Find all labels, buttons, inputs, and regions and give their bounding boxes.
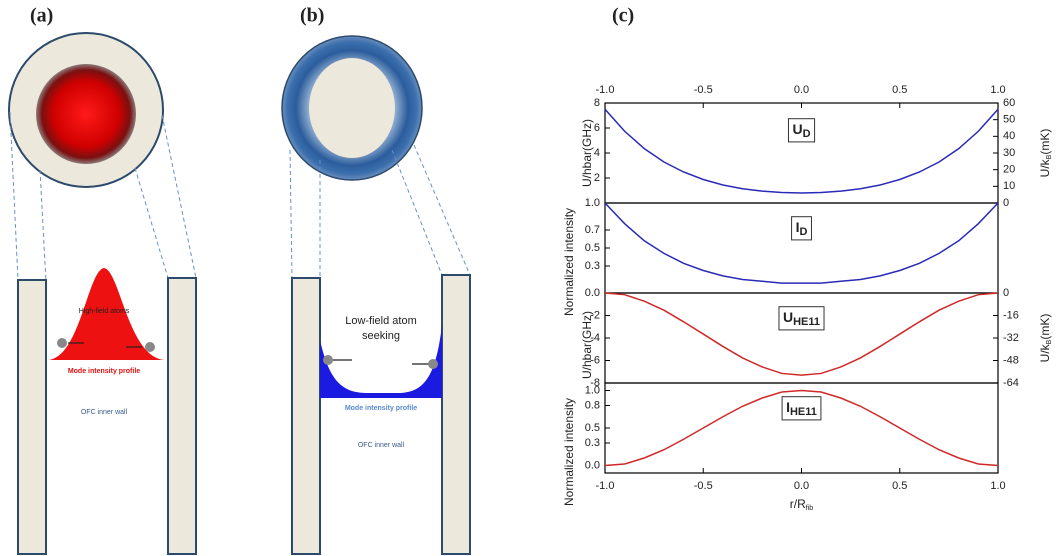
y-tick-label: 0.0 (585, 287, 600, 299)
annotation-main: I (786, 399, 790, 415)
annotation-main: U (792, 121, 802, 137)
y2-axis-label: U/kB(mK) (1038, 129, 1053, 178)
x-axis-label: r/Rfib (790, 497, 814, 512)
panel-label: (b) (300, 5, 324, 27)
x-tick-label: -1.0 (596, 480, 615, 492)
annotation-box (791, 216, 812, 241)
y-tick-label: -6 (590, 354, 600, 366)
y2-tick-label: 50 (1003, 114, 1015, 126)
y-tick-label: 0.0 (585, 459, 600, 471)
y-tick-label: 1.0 (585, 384, 600, 396)
x-tick-label: 0.0 (794, 480, 809, 492)
y2-tick-label: 0 (1003, 287, 1009, 299)
y-tick-label: 1.0 (585, 197, 600, 209)
y-axis-label: U/hbar(GHz) (580, 311, 594, 379)
y-tick-label: 0.3 (585, 260, 600, 272)
y-tick-label: 2 (594, 172, 600, 184)
annotation-sub: D (799, 226, 807, 238)
x-label-main: r/R (790, 497, 806, 511)
annotation-box (778, 306, 825, 331)
plot-frame (604, 102, 999, 204)
annotation: IHE11 (786, 399, 817, 418)
data-line (604, 389, 999, 467)
y2-tick-label: 10 (1003, 180, 1015, 192)
y2-tick-label: 40 (1003, 130, 1015, 142)
annotation-sub: D (803, 128, 811, 140)
y2-tick-label: 60 (1003, 97, 1015, 109)
y-tick-label: 0.7 (585, 224, 600, 236)
atoms-label: Low-field atom (345, 315, 417, 327)
y2-tick-label: -32 (1003, 332, 1019, 344)
panel-label: (c) (612, 5, 634, 27)
x-tick-label: 0.5 (892, 84, 907, 96)
y-tick-label: 0.3 (585, 437, 600, 449)
annotation-box (781, 396, 822, 421)
y2-label-end: (mK) (1038, 314, 1052, 340)
annotation-sub: HE11 (793, 316, 820, 328)
y2-label-sub: B (1046, 339, 1053, 344)
y2-tick-label: -16 (1003, 309, 1019, 321)
atoms-label: High-field atoms (79, 308, 130, 315)
y2-label-end: (mK) (1038, 129, 1052, 155)
x-tick-label: -0.5 (694, 480, 713, 492)
x-tick-label: -0.5 (694, 84, 713, 96)
y-tick-label: -4 (590, 332, 600, 344)
y-tick-label: 0.5 (585, 242, 600, 254)
annotation-main: U (783, 309, 793, 325)
x-label-sub: fib (806, 505, 814, 512)
x-tick-label: -1.0 (596, 84, 615, 96)
annotation-box (787, 118, 816, 143)
y2-tick-label: 20 (1003, 164, 1015, 176)
profile-label: Mode intensity profile (68, 368, 140, 375)
x-tick-label: 1.0 (990, 84, 1005, 96)
y-tick-label: 0.8 (585, 399, 600, 411)
x-tick-label: 0.0 (794, 84, 809, 96)
y-tick-label: 4 (594, 147, 600, 159)
y-tick-label: -8 (590, 377, 600, 389)
y2-tick-label: 0 (1003, 197, 1009, 209)
y-axis-label: Normalized intensity (562, 208, 576, 316)
wall-label: OFC inner wall (81, 409, 128, 416)
y-tick-label: -2 (590, 309, 600, 321)
wall-label: OFC inner wall (358, 442, 405, 449)
annotation: UD (792, 121, 810, 140)
y2-axis-label: U/kB(mK) (1038, 314, 1053, 363)
annotation: ID (796, 219, 808, 238)
x-tick-label: 1.0 (990, 480, 1005, 492)
y2-label-main: U/k (1038, 343, 1052, 362)
diagram-b: Low-field atom seeking Mode intensity pr… (281, 35, 471, 555)
data-line (604, 202, 999, 284)
annotation-main: I (796, 219, 800, 235)
y2-label-main: U/k (1038, 158, 1052, 177)
y-tick-label: 6 (594, 122, 600, 134)
y-axis-label: U/hbar(GHz) (580, 119, 594, 187)
y-tick-label: 8 (594, 97, 600, 109)
y-tick-label: 0.5 (585, 422, 600, 434)
y-axis-label: Normalized intensity (562, 398, 576, 506)
y2-label-sub: B (1046, 154, 1053, 159)
y2-tick-label: -64 (1003, 377, 1019, 389)
data-line (604, 292, 999, 376)
atoms-label: seeking (362, 330, 400, 342)
x-tick-label: 0.5 (892, 480, 907, 492)
y2-tick-label: 30 (1003, 147, 1015, 159)
annotation: UHE11 (783, 309, 820, 328)
data-line (604, 108, 999, 194)
y2-tick-label: -48 (1003, 354, 1019, 366)
profile-label: Mode intensity profile (345, 405, 417, 412)
diagram-a: High-field atoms Mode intensity profile … (8, 32, 197, 555)
annotation-sub: HE11 (790, 406, 817, 418)
panel-label: (a) (30, 5, 53, 27)
